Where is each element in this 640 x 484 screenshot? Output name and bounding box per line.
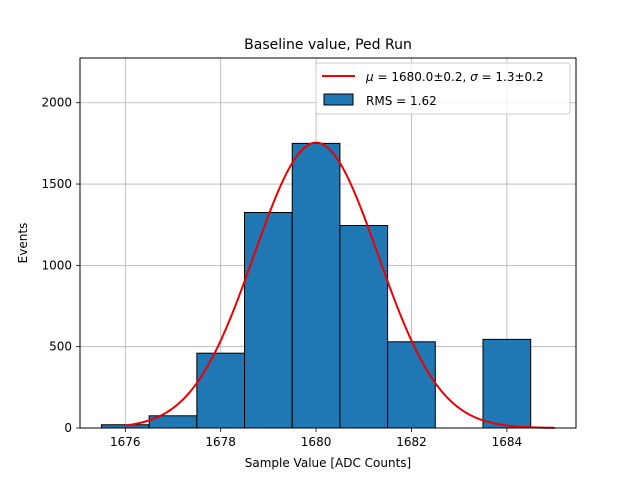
chart-title: Baseline value, Ped Run bbox=[244, 37, 412, 53]
legend-fit-label: μ = 1680.0±0.2, σ = 1.3±0.2 bbox=[365, 70, 544, 84]
legend-sigma-value: = 1.3±0.2 bbox=[478, 70, 544, 84]
y-tick-label: 0 bbox=[64, 421, 72, 435]
histogram-bar bbox=[291, 142, 341, 429]
y-axis-label: Events bbox=[16, 223, 30, 264]
y-tick-label: 2000 bbox=[41, 96, 72, 110]
y-axis-ticks: 0 500 1000 1500 2000 bbox=[41, 96, 80, 435]
histogram-bar bbox=[482, 338, 532, 429]
y-tick-label: 500 bbox=[49, 340, 72, 354]
histogram-bar bbox=[244, 212, 293, 429]
histogram-bars bbox=[100, 142, 532, 429]
histogram-bar bbox=[196, 352, 246, 429]
y-tick-label: 1500 bbox=[41, 177, 72, 191]
legend-sigma-symbol: σ bbox=[470, 70, 478, 84]
legend-box bbox=[315, 62, 571, 115]
legend-hist-label: RMS = 1.62 bbox=[366, 94, 437, 108]
legend-mu-symbol: μ bbox=[365, 70, 374, 84]
histogram-bar bbox=[387, 341, 436, 429]
x-tick-label: 1678 bbox=[205, 435, 236, 449]
gaussian-fit-curve bbox=[125, 141, 555, 429]
x-tick-label: 1676 bbox=[110, 435, 141, 449]
x-tick-label: 1684 bbox=[492, 435, 523, 449]
legend-mu-value: = 1680.0±0.2, bbox=[374, 70, 470, 84]
x-axis-ticks: 1676 1678 1680 1682 1684 bbox=[110, 428, 522, 449]
histogram-bar bbox=[339, 225, 389, 429]
x-tick-label: 1680 bbox=[301, 435, 332, 449]
plot-frame bbox=[79, 57, 577, 429]
legend: μ = 1680.0±0.2, σ = 1.3±0.2 RMS = 1.62 bbox=[315, 62, 571, 115]
x-axis-label: Sample Value [ADC Counts] bbox=[245, 456, 411, 470]
x-tick-label: 1682 bbox=[396, 435, 427, 449]
legend-hist-swatch bbox=[323, 93, 354, 106]
y-tick-label: 1000 bbox=[41, 258, 72, 272]
